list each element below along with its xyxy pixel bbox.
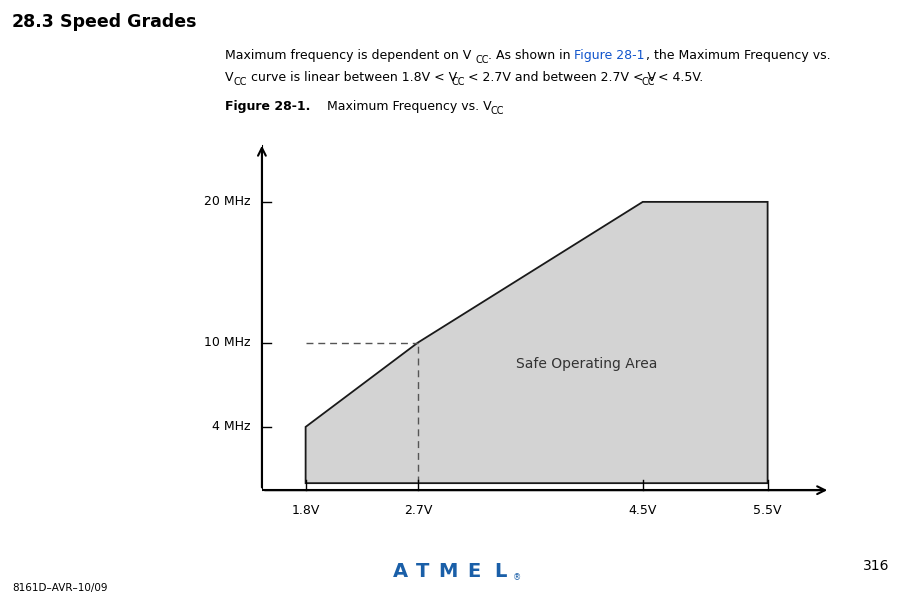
Text: 4 MHz: 4 MHz bbox=[212, 420, 251, 434]
Text: L: L bbox=[494, 562, 507, 581]
Text: 8161D–AVR–10/09: 8161D–AVR–10/09 bbox=[12, 583, 108, 593]
Text: 316: 316 bbox=[863, 559, 890, 573]
Text: CC: CC bbox=[641, 77, 655, 87]
Text: E: E bbox=[468, 562, 481, 581]
Text: Speed Grades: Speed Grades bbox=[60, 13, 197, 31]
Text: ®: ® bbox=[513, 573, 521, 582]
Text: Figure 28-1.: Figure 28-1. bbox=[225, 100, 311, 113]
Text: Maximum frequency is dependent on V: Maximum frequency is dependent on V bbox=[225, 49, 471, 62]
Text: Maximum Frequency vs. V: Maximum Frequency vs. V bbox=[315, 100, 492, 113]
Text: 28.3: 28.3 bbox=[12, 13, 55, 31]
Text: CC: CC bbox=[233, 77, 247, 87]
Text: Safe Operating Area: Safe Operating Area bbox=[516, 356, 657, 371]
Text: T: T bbox=[416, 562, 429, 581]
Text: 10 MHz: 10 MHz bbox=[204, 336, 251, 349]
Text: 20 MHz: 20 MHz bbox=[204, 196, 251, 208]
Text: 4.5V: 4.5V bbox=[629, 504, 657, 517]
Text: 2.7V: 2.7V bbox=[403, 504, 432, 517]
Text: 1.8V: 1.8V bbox=[291, 504, 320, 517]
Text: Figure 28-1: Figure 28-1 bbox=[574, 49, 645, 62]
Text: M: M bbox=[438, 562, 458, 581]
Text: < 2.7V and between 2.7V < V: < 2.7V and between 2.7V < V bbox=[464, 71, 656, 84]
Text: curve is linear between 1.8V < V: curve is linear between 1.8V < V bbox=[247, 71, 458, 84]
Text: CC: CC bbox=[452, 77, 465, 87]
Text: CC: CC bbox=[491, 106, 505, 116]
Text: CC: CC bbox=[476, 55, 489, 65]
Text: 5.5V: 5.5V bbox=[754, 504, 782, 517]
Text: , the Maximum Frequency vs.: , the Maximum Frequency vs. bbox=[646, 49, 831, 62]
Polygon shape bbox=[306, 202, 767, 483]
Text: < 4.5V.: < 4.5V. bbox=[654, 71, 703, 84]
Text: . As shown in: . As shown in bbox=[488, 49, 574, 62]
Text: A: A bbox=[393, 562, 408, 581]
Text: V: V bbox=[225, 71, 233, 84]
